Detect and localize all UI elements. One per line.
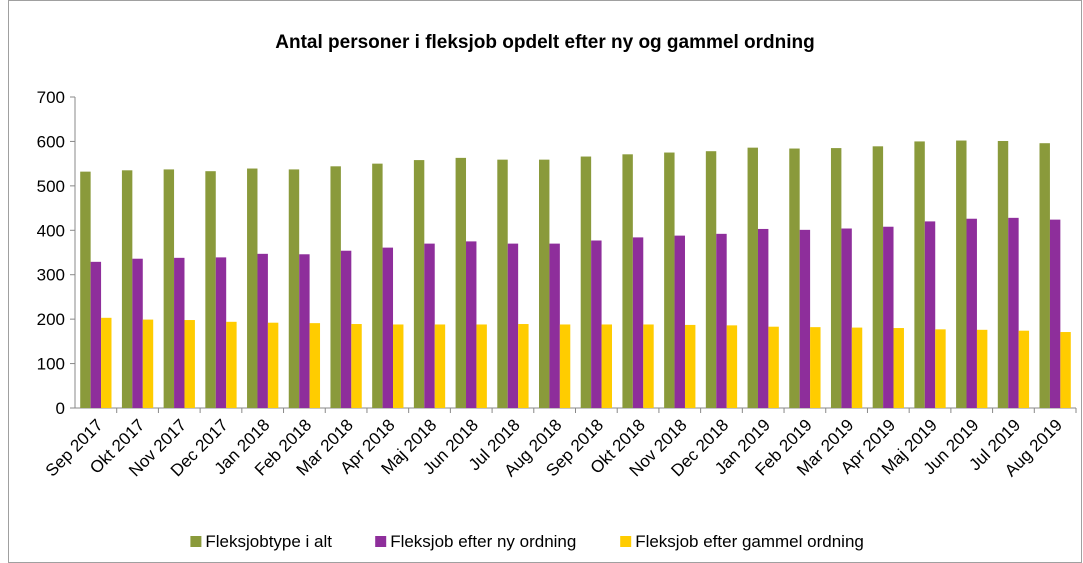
bar (956, 140, 967, 409)
bar (205, 171, 216, 408)
bar (247, 168, 258, 408)
bar (184, 320, 195, 408)
bar (309, 323, 321, 408)
bar (684, 324, 696, 408)
bar (539, 159, 550, 408)
bar (413, 160, 425, 408)
bar (476, 324, 487, 408)
legend-label: Fleksjobtype i alt (205, 532, 332, 551)
bar (966, 218, 977, 408)
bar (893, 328, 904, 408)
bar (799, 229, 811, 408)
legend-swatch (190, 536, 202, 547)
bar (757, 228, 769, 408)
bar (174, 257, 185, 408)
bar (841, 228, 852, 408)
bar (997, 140, 1009, 408)
bar (726, 325, 738, 408)
bar (351, 324, 362, 408)
y-tick-label: 100 (37, 355, 65, 374)
bar (497, 159, 508, 408)
bar (705, 151, 717, 408)
bar (747, 147, 758, 409)
bar (789, 148, 800, 408)
bar (434, 324, 446, 408)
bar (1008, 217, 1019, 408)
bar (382, 247, 394, 408)
y-tick-label: 600 (37, 132, 65, 151)
bar (340, 250, 352, 408)
bar (1060, 332, 1071, 408)
bar (1049, 219, 1061, 408)
legend-label: Fleksjob efter gammel ordning (635, 532, 864, 551)
bar (716, 233, 727, 408)
legend-swatch (375, 536, 387, 547)
bar (914, 141, 925, 408)
bar (466, 241, 477, 408)
bar (121, 170, 133, 408)
y-tick-label: 400 (37, 221, 65, 240)
bar (830, 148, 842, 409)
bar (851, 327, 863, 408)
bar (1039, 143, 1050, 408)
bar (872, 146, 884, 408)
bar (674, 235, 685, 408)
bar (632, 237, 644, 408)
bar (393, 324, 404, 408)
bar (163, 169, 175, 408)
bar (883, 226, 894, 408)
y-tick-label: 300 (37, 266, 65, 285)
bar (267, 322, 279, 408)
bar (1018, 330, 1030, 408)
legend-swatch (620, 536, 632, 547)
bar (330, 166, 341, 408)
bar (132, 258, 143, 408)
y-tick-label: 500 (37, 177, 65, 196)
bar (622, 154, 633, 408)
bar (924, 221, 936, 408)
bar (372, 163, 383, 408)
bar (935, 329, 946, 408)
legend-label: Fleksjob efter ny ordning (390, 532, 576, 551)
bar (810, 327, 821, 408)
bar (90, 261, 102, 408)
bar (257, 253, 268, 408)
bar (142, 319, 154, 408)
bar (80, 171, 91, 408)
y-tick-label: 0 (56, 399, 65, 418)
y-tick-label: 700 (37, 88, 65, 107)
bar (424, 243, 435, 408)
bar (601, 324, 612, 408)
bar (591, 240, 602, 408)
bar (643, 324, 654, 408)
bar (215, 257, 227, 408)
bar (559, 324, 571, 408)
bar (549, 243, 560, 408)
bar (768, 326, 779, 408)
bar (226, 321, 237, 408)
bar (455, 157, 467, 408)
bar (101, 317, 112, 408)
bar (580, 156, 592, 408)
bar (518, 324, 529, 408)
bar (299, 254, 310, 408)
bar (976, 329, 988, 408)
chart-title: Antal personer i fleksjob opdelt efter n… (275, 32, 814, 53)
bar (664, 152, 675, 408)
bar (507, 243, 519, 408)
bar (288, 169, 300, 408)
y-tick-label: 200 (37, 310, 65, 329)
